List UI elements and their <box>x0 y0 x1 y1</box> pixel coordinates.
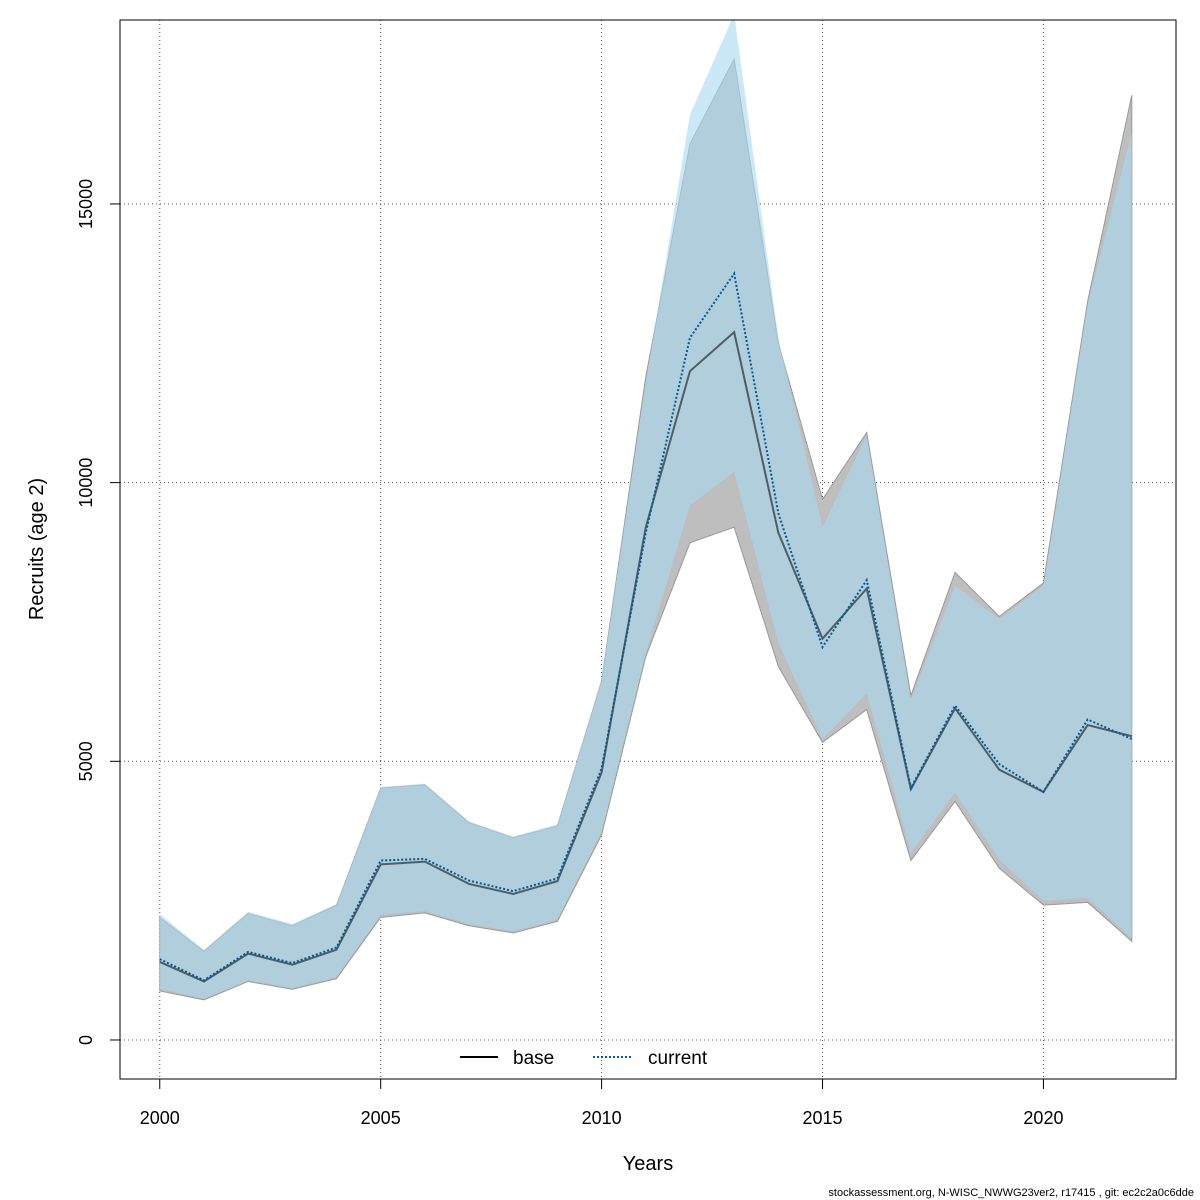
x-axis: 2000 2005 2010 2015 2020 <box>140 1078 1063 1128</box>
confidence-band-current <box>159 20 1132 999</box>
x-tick-label: 2000 <box>140 1108 180 1128</box>
x-axis-title: Years <box>623 1153 673 1175</box>
y-tick-label: 15000 <box>76 179 96 229</box>
x-tick-label: 2020 <box>1023 1108 1063 1128</box>
y-tick-label: 10000 <box>76 458 96 508</box>
x-tick-label: 2015 <box>803 1108 843 1128</box>
y-tick-label: 5000 <box>76 741 96 781</box>
x-tick-label: 2005 <box>361 1108 401 1128</box>
y-tick-label: 0 <box>76 1035 96 1045</box>
x-tick-label: 2010 <box>582 1108 622 1128</box>
y-axis: 0 5000 10000 15000 <box>76 179 121 1045</box>
footer-credit: stockassessment.org, N-WISC_NWWG23ver2, … <box>828 1187 1194 1199</box>
confidence-bands <box>159 20 1133 1001</box>
grid-lines <box>120 20 1176 1079</box>
series-lines <box>159 271 1133 983</box>
legend: base current <box>460 1048 708 1069</box>
legend-label-current: current <box>648 1048 708 1069</box>
series-line-base <box>159 330 1133 983</box>
y-axis-title: Recruits (age 2) <box>26 478 48 620</box>
legend-label-base: base <box>513 1048 554 1069</box>
